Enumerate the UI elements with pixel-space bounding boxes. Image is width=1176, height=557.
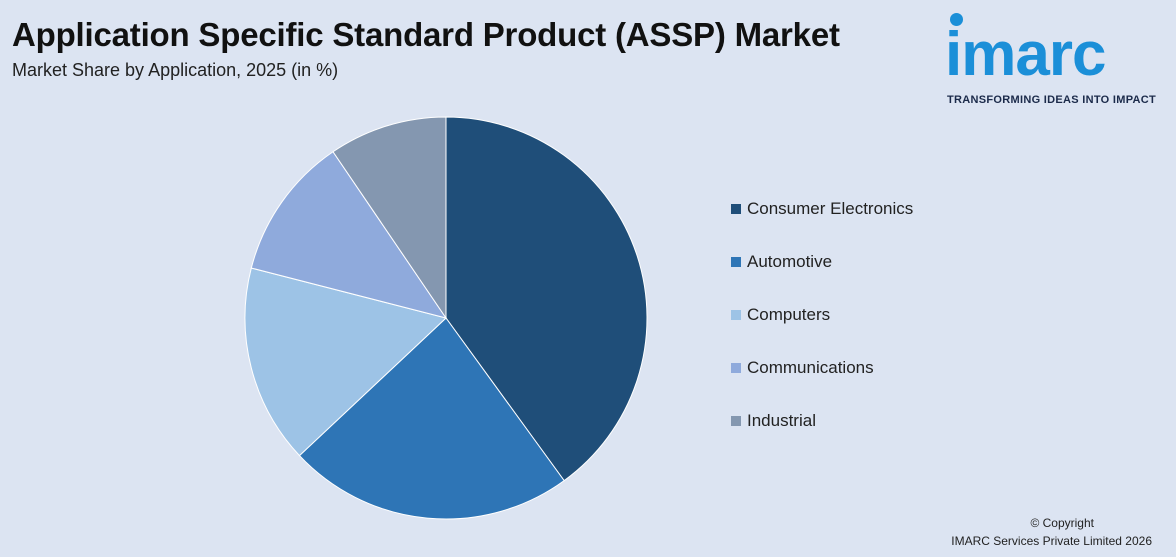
legend-label: Automotive (747, 252, 833, 271)
legend-label: Communications (747, 358, 874, 377)
chart-legend: Consumer Electronics Automotive Computers C… (731, 196, 913, 461)
legend-swatch (731, 310, 741, 320)
legend-swatch (731, 416, 741, 426)
legend-item: Industrial (731, 408, 913, 434)
pie-slice-automotive (298, 317, 565, 520)
logo-tagline: TRANSFORMING IDEAS INTO IMPACT (947, 94, 1157, 106)
legend-swatch (731, 363, 741, 373)
legend-label: Computers (747, 305, 831, 324)
logo-wordmark: imarc (945, 20, 1106, 89)
chart-subtitle: Market Share by Application, 2025 (in %) (12, 60, 339, 80)
legend-item: Consumer Electronics (731, 196, 913, 222)
legend-swatch (731, 204, 741, 214)
legend-item: Communications (731, 355, 913, 381)
pie-slice-consumer-electronics (445, 116, 648, 482)
legend-item: Computers (731, 302, 913, 328)
pie-slice-computers (244, 267, 448, 457)
pie-slice-industrial (332, 116, 447, 320)
chart-title: Application Specific Standard Product (A… (12, 16, 840, 53)
legend-swatch (731, 257, 741, 267)
legend-label: Industrial (747, 411, 816, 430)
logo-dot-icon (950, 13, 963, 26)
legend-label: Consumer Electronics (747, 199, 914, 218)
pie-slice-communications (250, 151, 448, 319)
company-text: IMARC Services Private Limited 2026 (951, 534, 1152, 548)
copyright-text: © Copyright (1030, 516, 1094, 530)
legend-item: Automotive (731, 249, 913, 275)
imarc-logo: imarc TRANSFORMING IDEAS INTO IMPACT (945, 8, 1173, 108)
